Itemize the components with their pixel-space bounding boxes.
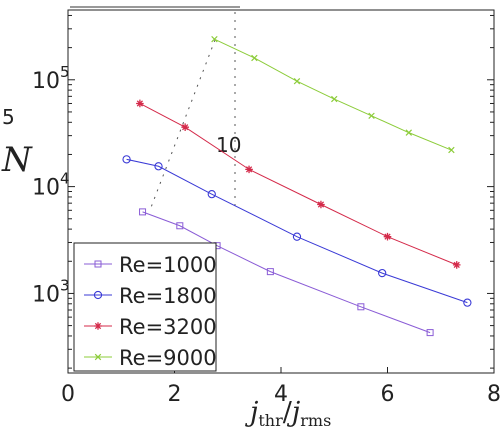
legend-swatch-marker	[94, 353, 102, 361]
series-layer	[122, 35, 472, 337]
data-point	[251, 54, 258, 62]
data-point	[331, 95, 338, 103]
y-tick-labels: 103 104 105	[32, 63, 70, 308]
data-point	[292, 232, 302, 241]
data-point	[122, 155, 131, 164]
x-tick-label-8: 8	[487, 382, 501, 407]
x-axis-label-num: j	[245, 397, 258, 428]
data-point	[317, 200, 325, 209]
y-tick-label-1e4: 104	[32, 170, 70, 201]
x-tick-label-0: 0	[61, 382, 75, 407]
data-point	[181, 123, 189, 131]
series-re-3200	[136, 99, 461, 269]
data-point	[211, 35, 218, 43]
series-line	[139, 103, 457, 266]
data-point	[368, 112, 375, 120]
x-axis-label-sep: /	[283, 397, 293, 428]
data-point	[448, 146, 455, 154]
y-tick-exp: 3	[60, 276, 70, 294]
legend: Re=1000 Re=1800 Re=3200 Re=9000	[73, 242, 217, 372]
x-tick-labels: 0 2 4 6 8	[61, 382, 501, 407]
data-point	[426, 329, 434, 337]
data-point	[293, 77, 301, 85]
legend-entry-re1800: Re=1800	[119, 284, 217, 308]
data-point	[139, 208, 147, 216]
data-point	[245, 165, 253, 174]
data-point	[463, 298, 472, 307]
legend-swatch-marker	[93, 290, 103, 300]
y-tick-base: 10	[32, 69, 60, 94]
data-point	[383, 232, 392, 241]
legend-entry-re1000: Re=1000	[119, 253, 217, 277]
y-tick-base: 10	[32, 282, 60, 307]
x-tick-label-6: 6	[381, 382, 395, 407]
series-re-1000	[139, 208, 434, 337]
x-axis-label-den-sub: rms	[300, 411, 331, 429]
y-tick-base: 10	[32, 176, 60, 201]
series-line	[126, 158, 468, 304]
data-point	[207, 190, 216, 199]
legend-entry-re9000: Re=9000	[119, 346, 217, 370]
ghost-label-5: 5	[2, 105, 15, 129]
data-point	[357, 303, 365, 311]
y-tick-label-1e3: 103	[32, 276, 70, 307]
series-line	[214, 38, 452, 151]
x-axis-label: jthr/jrms	[245, 397, 331, 429]
y-tick-exp: 5	[60, 63, 70, 81]
data-point	[154, 162, 163, 171]
data-point	[405, 129, 413, 136]
data-point	[378, 268, 387, 278]
legend-entry-re3200: Re=3200	[119, 315, 217, 339]
x-axis-label-num-sub: thr	[258, 411, 283, 429]
data-point	[452, 261, 461, 269]
data-point	[176, 222, 184, 230]
x-tick-label-2: 2	[168, 382, 182, 407]
legend-swatch-marker	[94, 260, 102, 268]
x-tick-label-4: 4	[274, 382, 288, 407]
y-tick-label-1e5: 105	[32, 63, 70, 94]
legend-swatches	[84, 260, 112, 361]
legend-swatch-marker	[94, 322, 102, 330]
y-axis-label: N	[1, 140, 33, 180]
data-point	[266, 268, 274, 276]
background-inset-remnant	[70, 6, 240, 211]
series-re-9000	[211, 35, 455, 154]
ghost-label-10: 10	[216, 133, 241, 157]
series-re-1800	[122, 155, 472, 307]
y-tick-exp: 4	[60, 170, 70, 188]
data-point	[136, 99, 144, 108]
series-line	[142, 211, 431, 334]
